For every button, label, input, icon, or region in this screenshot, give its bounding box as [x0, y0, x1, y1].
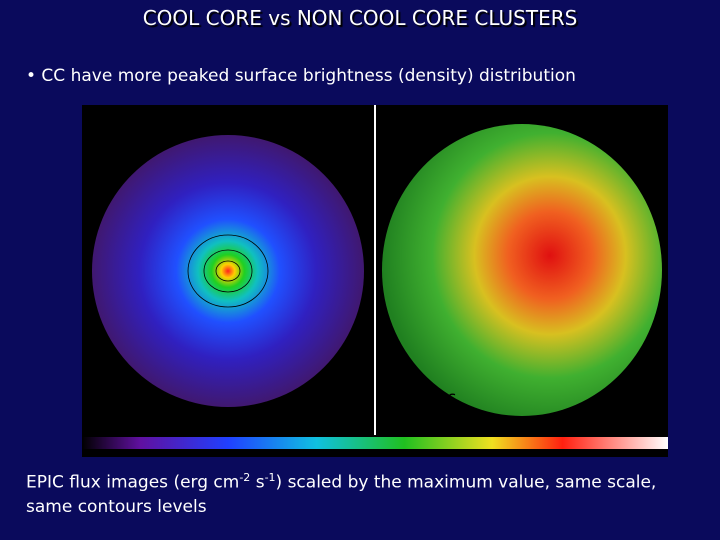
- caption-text: s: [250, 472, 265, 493]
- caption: EPIC flux images (erg cm-2 s-1) scaled b…: [26, 466, 686, 519]
- right-label: A3376: [402, 391, 457, 411]
- a3376-image: [382, 124, 662, 416]
- caption-superscript: -2: [239, 471, 251, 484]
- caption-text: EPIC flux images (erg cm: [26, 472, 240, 493]
- contour: [187, 234, 269, 308]
- bullet-text: • CC have more peaked surface brightness…: [26, 66, 576, 86]
- slide-title: COOL CORE vs NON COOL CORE CLUSTERS: [142, 6, 578, 30]
- left-label: Hydra A: [100, 391, 168, 411]
- caption-text: ) scaled by the maximum value, same scal…: [26, 472, 657, 517]
- caption-superscript: -1: [264, 471, 276, 484]
- contour: [215, 260, 241, 282]
- colorbar: [82, 437, 668, 449]
- hydra-a-image: [92, 135, 364, 407]
- cluster-images: Hydra A A3376: [82, 105, 668, 457]
- contour: [203, 249, 253, 293]
